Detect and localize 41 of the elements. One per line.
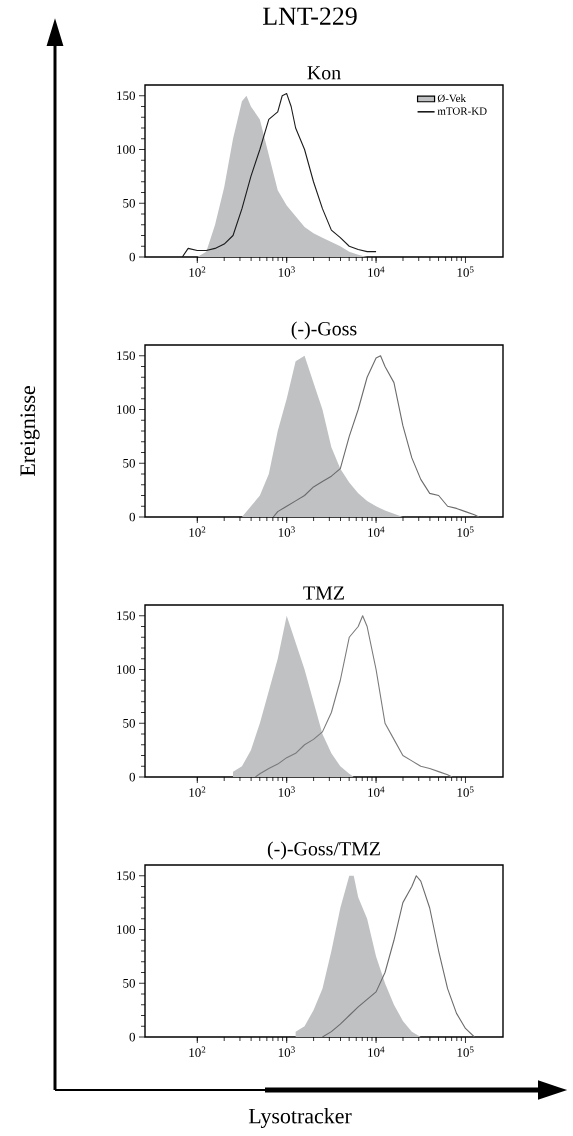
y-tick-label: 100 xyxy=(117,665,136,674)
y-tick-label: 0 xyxy=(129,512,136,522)
y-tick-label: 50 xyxy=(123,458,136,468)
x-tick-label: 10$^{4}$ xyxy=(368,1046,385,1057)
x-tick-label: 10$^{4}$ xyxy=(368,266,385,277)
chart-title: (-)-Goss/TMZ xyxy=(267,841,380,860)
chart-title: LNT-229 xyxy=(263,7,357,25)
y-tick-label: 0 xyxy=(129,772,136,782)
y-tick-label: 50 xyxy=(123,978,136,988)
x-tick-label: 10$^{4}$ xyxy=(368,526,385,537)
y-tick-label: 50 xyxy=(123,718,136,728)
x-tick-label: 10$^{5}$ xyxy=(457,786,474,797)
x-tick-label: 10$^{2}$ xyxy=(189,526,206,537)
x-tick-label: 10$^{5}$ xyxy=(457,526,474,537)
y-tick-label: 100 xyxy=(117,405,136,414)
legend-label: mTOR-KD xyxy=(437,107,487,115)
y-tick-label: 150 xyxy=(117,871,136,881)
x-tick-label: 10$^{3}$ xyxy=(278,266,295,277)
y-tick-label: 0 xyxy=(129,252,136,262)
x-tick-label: 10$^{5}$ xyxy=(457,1046,474,1057)
x-tick-label: 10$^{2}$ xyxy=(189,266,206,277)
chart-subtitle: Kon xyxy=(307,66,341,80)
y-tick-label: 150 xyxy=(117,91,136,101)
y-tick-label: 150 xyxy=(117,611,136,621)
chart-title: TMZ xyxy=(303,586,344,600)
y-axis-title: Ereignisse xyxy=(20,386,40,477)
y-tick-label: 0 xyxy=(129,1032,136,1042)
x-tick-label: 10$^{3}$ xyxy=(278,526,295,537)
x-axis-title: Lysotracker xyxy=(248,1108,352,1128)
y-tick-label: 100 xyxy=(117,925,136,934)
x-tick-label: 10$^{3}$ xyxy=(278,1046,295,1057)
y-tick-label: 150 xyxy=(117,351,136,361)
x-tick-label: 10$^{2}$ xyxy=(189,1046,206,1057)
legend-label: Ø-Vek xyxy=(437,94,466,103)
chart-title: (-)-Goss xyxy=(291,321,357,340)
x-tick-label: 10$^{5}$ xyxy=(457,266,474,277)
x-tick-label: 10$^{2}$ xyxy=(189,786,206,797)
x-tick-label: 10$^{4}$ xyxy=(368,786,385,797)
x-tick-label: 10$^{3}$ xyxy=(278,786,295,797)
y-tick-label: 50 xyxy=(123,198,136,208)
y-tick-label: 100 xyxy=(117,145,136,154)
